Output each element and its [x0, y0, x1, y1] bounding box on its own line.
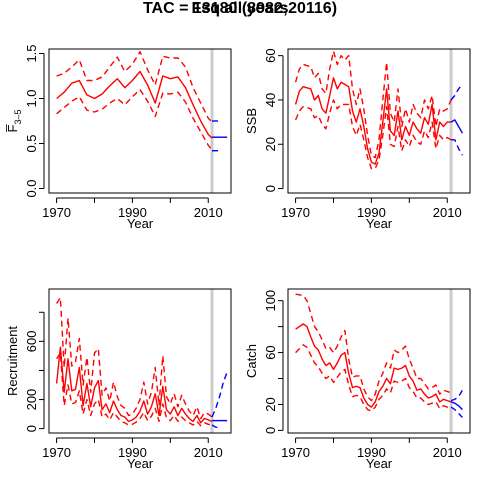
fbar-panel: 1970 1990 2010 Year 0.0 0.5 1.0 1.5 F̅3–5 [5, 44, 232, 231]
recruitment-x-tick-label: 1990 [118, 445, 147, 460]
catch-y-tick-label: 60 [263, 345, 278, 359]
recruitment-x-tick-label: 1970 [42, 445, 71, 460]
recruitment-y-tick-label: 600 [24, 331, 39, 353]
ssb-y-tick-label: 60 [263, 48, 278, 62]
recruitment-x-tick-label: 2010 [194, 445, 223, 460]
catch-series-projection-median [450, 401, 463, 411]
catch-panel: 1970 1990 2010 Year 0 20 60 100 Catch [244, 288, 471, 471]
ssb-x-axis-label: Year [366, 216, 393, 231]
catch-x-tick-label: 2010 [433, 445, 462, 460]
recruitment-series-historical-lower [56, 352, 213, 427]
fbar-series-historical-upper [56, 51, 213, 123]
catch-series-historical-median [295, 323, 452, 408]
ssb-series-historical-median [294, 77, 451, 165]
fbar-series-historical-median [56, 70, 213, 139]
recruitment-y-axis-label: Recruitment [5, 326, 20, 396]
ssb-x-tick-label: 1990 [357, 205, 386, 220]
catch-series-historical-upper [295, 293, 452, 402]
ssb-series-projection-median [450, 119, 464, 134]
recruitment-series-historical-upper [56, 297, 213, 420]
ssb-y-tick-label: 40 [263, 93, 278, 107]
fbar-x-tick-label: 2010 [194, 205, 223, 220]
fbar-plot-frame [48, 48, 232, 194]
ssb-plot-frame [287, 48, 471, 194]
recruitment-y-tick-label: 200 [24, 389, 39, 411]
ssb-y-tick-label: 20 [263, 137, 278, 151]
ssb-panel: 1970 1990 2010 Year 0 20 40 60 SSB [244, 48, 471, 231]
fbar-y-tick-label: 0.5 [24, 134, 39, 152]
figure-title: Fsq all years [191, 0, 289, 17]
recruitment-series-historical-median [55, 346, 213, 424]
catch-y-tick-label: 20 [263, 397, 278, 411]
catch-y-tick-label: 100 [263, 290, 278, 312]
fbar-y-axis-label-subscript: 3–5 [13, 110, 23, 125]
ssb-series-historical-lower [294, 99, 452, 170]
ssb-y-tick-label: 0 [263, 185, 278, 192]
recruitment-series-projection-lower [211, 424, 220, 429]
recruitment-panel: 1970 1990 2010 Year 0 200 600 Recruitment [5, 288, 232, 471]
figure-subtitle: TAC = 13180 (8982;20116) [142, 0, 338, 17]
fbar-series-historical-lower [56, 88, 213, 151]
ssb-y-axis-label: SSB [244, 108, 259, 134]
catch-series-historical-lower [295, 344, 452, 412]
catch-series-projection-lower [450, 406, 463, 418]
fbar-y-tick-label: 1.5 [24, 44, 39, 62]
recruitment-x-axis-label: Year [127, 456, 154, 471]
catch-x-axis-label: Year [366, 456, 393, 471]
fbar-y-tick-label: 1.0 [24, 89, 39, 107]
catch-x-tick-label: 1970 [281, 445, 310, 460]
recruitment-series-projection-upper [211, 371, 228, 418]
ssb-series-projection-upper [450, 83, 463, 101]
fbar-x-tick-label: 1970 [42, 205, 71, 220]
recruitment-plot-frame [48, 288, 232, 434]
catch-y-tick-label: 0 [263, 427, 278, 434]
catch-x-tick-label: 1990 [357, 445, 386, 460]
recruitment-y-tick-label: 0 [24, 425, 39, 432]
catch-y-axis-label: Catch [244, 344, 259, 378]
ssb-x-tick-label: 1970 [281, 205, 310, 220]
fbar-x-tick-label: 1990 [118, 205, 147, 220]
ssb-series-projection-lower [451, 139, 464, 156]
fbar-x-axis-label: Year [127, 216, 154, 231]
fbar-y-axis-label: F̅3–5 [5, 110, 23, 133]
catch-series-projection-upper [450, 389, 464, 402]
ssb-x-tick-label: 2010 [433, 205, 462, 220]
fbar-y-tick-label: 0.0 [24, 179, 39, 197]
catch-plot-frame [287, 288, 471, 434]
ssb-series-historical-upper [294, 50, 452, 159]
